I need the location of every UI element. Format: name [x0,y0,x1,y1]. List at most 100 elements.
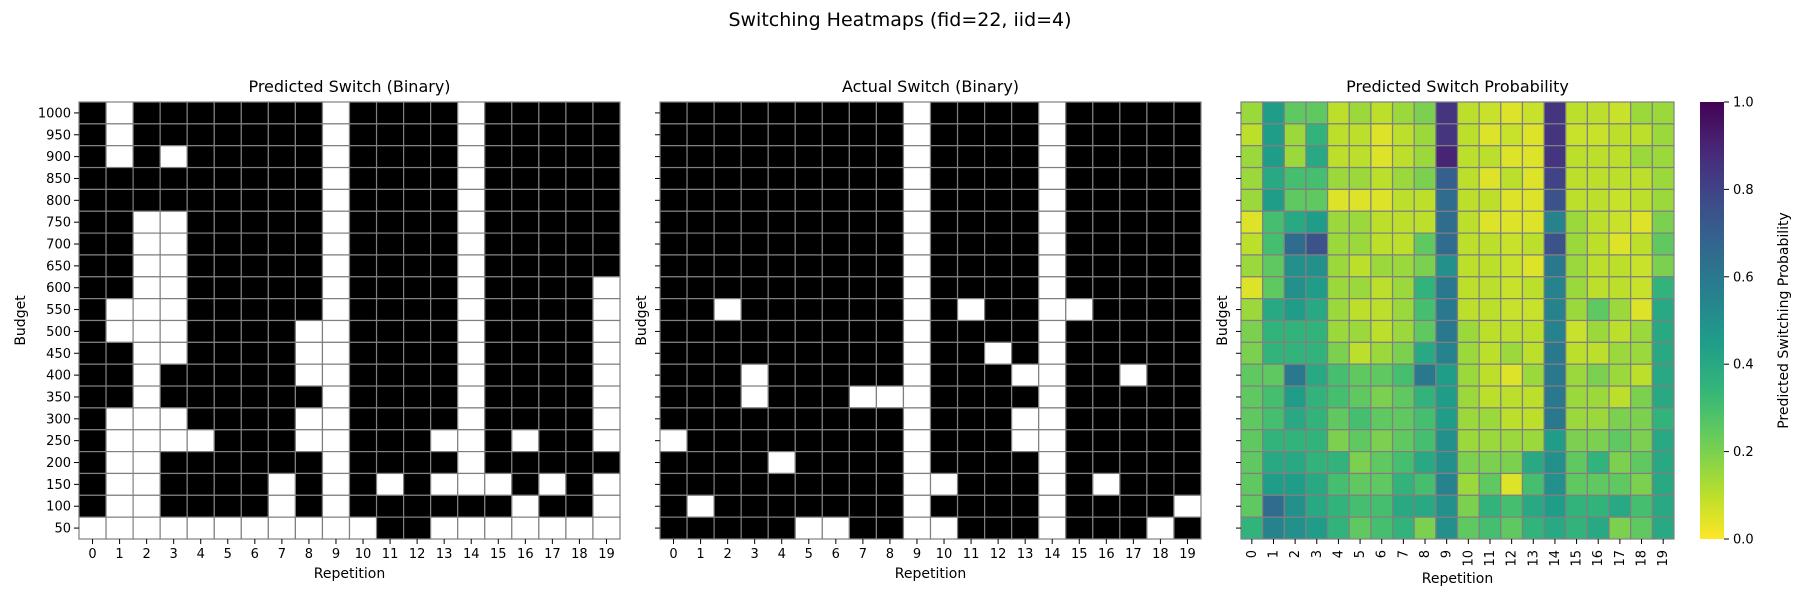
heatmap-cell [1283,319,1307,343]
y-tick-label: 400 [46,369,71,384]
heatmap-cell [1262,516,1285,540]
heatmap-cell [1608,472,1632,496]
heatmap-cell [848,145,877,169]
heatmap-cell [538,516,567,540]
heatmap-cell [348,188,378,212]
heatmap-cell [1608,407,1632,431]
heatmap-cell [956,188,986,212]
heatmap-cell [1435,210,1459,234]
heatmap-cell [213,254,242,278]
heatmap-cell [1262,341,1285,365]
heatmap-cell [511,451,540,475]
heatmap-cell [902,145,932,169]
y-tick-label: 750 [46,216,71,231]
heatmap-cell [1391,188,1415,212]
heatmap-cell [1630,494,1653,518]
heatmap-cell [1283,166,1307,191]
heatmap-cell [1478,101,1502,125]
heatmap-cell [321,341,351,365]
heatmap-cell [767,472,796,496]
heatmap-cell [1262,407,1285,431]
heatmap-cell [267,210,297,234]
heatmap-cell [902,101,932,125]
heatmap-cell [1478,319,1502,343]
heatmap-cell [686,210,715,234]
heatmap-cell [1500,385,1524,409]
heatmap-cell [1521,298,1545,322]
heatmap-cell [159,210,188,234]
heatmap-cell [484,101,513,125]
heatmap-cell [430,101,459,125]
x-tick-label: 11 [963,547,980,562]
heatmap-cell [538,188,567,212]
heatmap-cell [1283,341,1307,365]
x-tick-label: 18 [571,547,588,562]
heatmap-cell [267,472,297,496]
heatmap-cell [929,166,959,191]
heatmap-cell [240,298,269,322]
heatmap-cell [267,298,297,322]
heatmap-cell [848,276,877,300]
heatmap-cell [1305,407,1329,431]
heatmap-cell [430,145,459,169]
heatmap-cell [1305,101,1329,125]
heatmap-cell [1456,451,1480,475]
heatmap-cell [592,516,621,540]
heatmap-cell [78,166,107,191]
heatmap-cell [686,319,715,343]
heatmap-cell [1326,472,1350,496]
heatmap-cell [713,472,742,496]
heatmap-cell [1500,145,1524,169]
heatmap-cell [348,451,378,475]
heatmap-cell [713,210,742,234]
heatmap-cell [1391,210,1415,234]
heatmap-cell [538,451,567,475]
heatmap-cell [794,101,823,125]
heatmap-cell [1305,494,1329,518]
heatmap-cell [1521,494,1545,518]
x-tick-label: 12 [990,547,1007,562]
heatmap-cell [956,407,986,431]
heatmap-cell [659,101,688,125]
heatmap-cell [1038,276,1067,300]
heatmap-cell [457,101,486,125]
heatmap-cell [1413,319,1437,343]
heatmap-cell [1326,516,1350,540]
heatmap-cell [1011,166,1040,191]
heatmap-cell [1173,254,1202,278]
x-tick-label: 13 [1526,550,1541,567]
heatmap-cell [105,516,134,540]
heatmap-cell [1370,276,1394,300]
heatmap-cell [686,363,715,387]
heatmap-cell [1521,451,1545,475]
heatmap-cell [1543,254,1567,278]
heatmap-cell [1630,451,1653,475]
heatmap-cell [105,232,134,256]
heatmap-cell [929,210,959,234]
heatmap-cell [1543,363,1567,387]
heatmap-cell [875,407,905,431]
heatmap-cell [767,210,796,234]
heatmap-cell [240,276,269,300]
heatmap-cell [78,276,107,300]
heatmap-panel-2: Actual Switch (Binary)0 1 2 3 4 5 6 7 8 9 10 11 12 13… [634,77,1202,582]
heatmap-cell [1240,472,1264,496]
heatmap-cell [240,188,269,212]
heatmap-cell [1500,188,1524,212]
heatmap-cell [1146,363,1175,387]
heatmap-cell [159,123,188,147]
heatmap-cell [686,298,715,322]
heatmap-cell [132,385,161,409]
heatmap-cell [403,188,432,212]
heatmap-cell [1630,210,1653,234]
heatmap-cell [538,319,567,343]
heatmap-cell [1500,166,1524,191]
heatmap-cell [565,254,594,278]
heatmap-cell [1586,298,1610,322]
heatmap-cell [484,494,513,518]
heatmap-cell [821,101,850,125]
heatmap-cell [457,276,486,300]
heatmap-cell [1456,516,1480,540]
heatmap-cell [1370,429,1394,453]
heatmap-cell [1478,276,1502,300]
